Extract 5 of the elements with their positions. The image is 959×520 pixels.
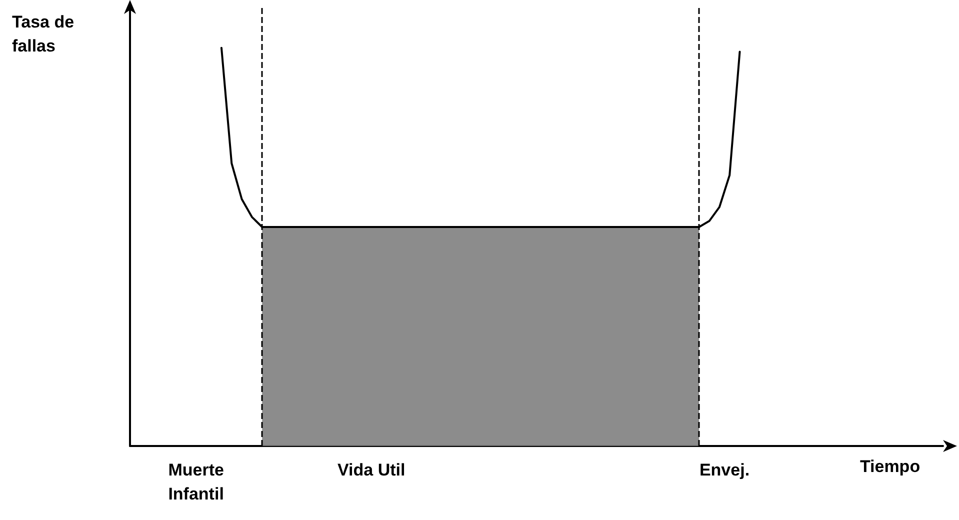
x-axis-title: Tiempo: [860, 457, 920, 476]
text: Muerte Infantil: [168, 460, 224, 504]
text: Vida Util: [338, 460, 406, 480]
y-axis-title: Tasa de fallas: [12, 12, 79, 56]
text: Envej.: [699, 460, 750, 480]
